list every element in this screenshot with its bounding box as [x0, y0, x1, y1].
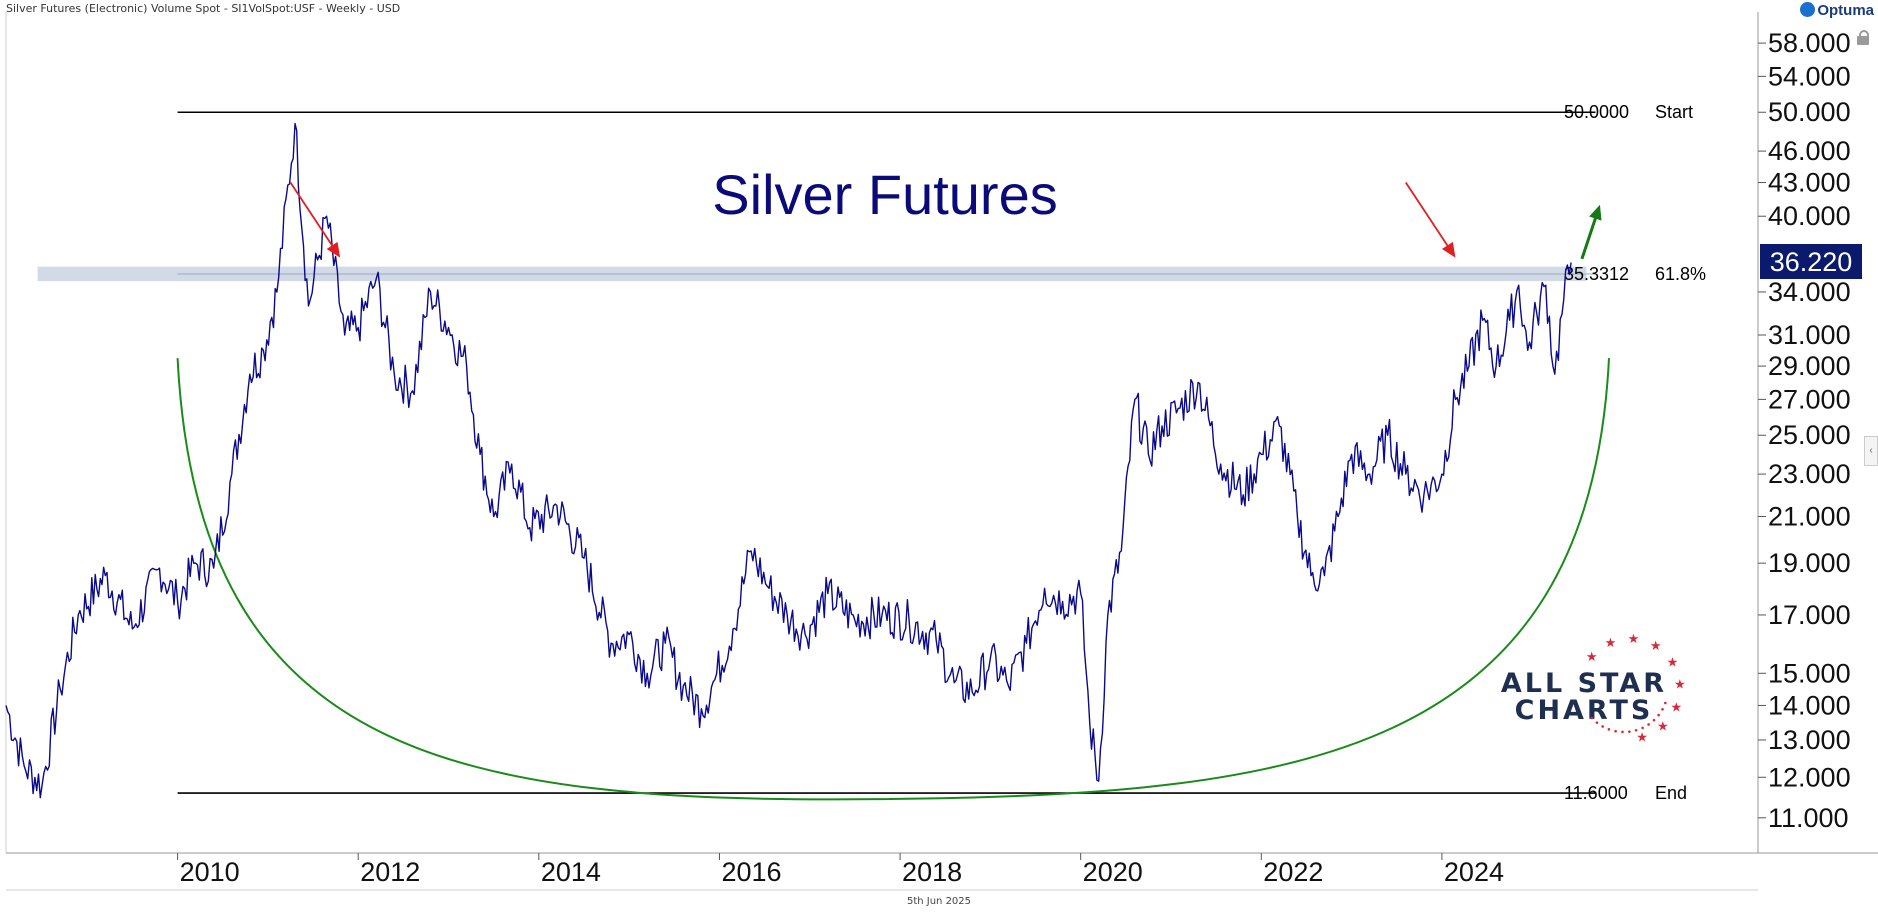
y-tick-label: 40.000 — [1768, 201, 1851, 231]
cup-arc — [176, 358, 1610, 801]
x-tick-label: 2014 — [541, 857, 601, 887]
y-tick-label: 13.000 — [1768, 725, 1851, 755]
logo-dot — [1661, 708, 1664, 711]
y-tick-label: 11.000 — [1768, 803, 1849, 833]
logo-dot — [1664, 701, 1667, 705]
y-tick-label: 50.000 — [1768, 97, 1851, 127]
optuma-logo-text: Optuma — [1817, 2, 1874, 19]
last-value-label-text: 36.220 — [1770, 247, 1853, 277]
chart-title: Silver Futures — [712, 163, 1057, 226]
logo-star-icon: ★ — [1636, 731, 1648, 746]
logo-star-icon: ★ — [1657, 720, 1669, 735]
level-value-label: 11.6000 — [1564, 783, 1628, 803]
y-tick-label: 12.000 — [1768, 762, 1851, 792]
y-tick-label: 34.000 — [1768, 277, 1851, 307]
price-series-line — [5, 122, 1572, 799]
logo-star-icon: ★ — [1650, 639, 1662, 654]
logo-star-icon: ★ — [1628, 632, 1640, 647]
last-value-label: 36.220 — [1760, 244, 1862, 279]
y-tick-label: 15.000 — [1768, 658, 1851, 688]
arrow-red-shaft — [289, 182, 337, 252]
arrow-green-head — [1589, 204, 1602, 221]
level-tag-label: Start — [1655, 102, 1693, 122]
logo-star-icon: ★ — [1586, 650, 1598, 665]
optuma-logo-icon — [1800, 2, 1816, 17]
y-tick-label: 31.000 — [1768, 320, 1851, 350]
last-value-label-bg — [1760, 244, 1862, 279]
logo-dot — [1641, 726, 1644, 730]
logo-star-icon: ★ — [1667, 656, 1679, 671]
logo-dot — [1607, 728, 1611, 731]
logo-dot — [1601, 725, 1604, 728]
x-tick-label: 2012 — [360, 857, 420, 887]
y-tick-label: 21.000 — [1768, 501, 1851, 531]
lock-icon[interactable] — [1856, 30, 1870, 45]
chart-date-footer: 5th Jun 2025 — [906, 896, 972, 907]
logo-dot — [1614, 729, 1617, 733]
level-tag-label: 61.8% — [1655, 264, 1706, 284]
y-tick-label: 17.000 — [1768, 600, 1851, 630]
y-tick-label: 43.000 — [1768, 168, 1851, 198]
x-tick-label: 2018 — [902, 857, 962, 887]
level-value-label: 50.0000 — [1564, 102, 1629, 122]
y-tick-label: 19.000 — [1768, 548, 1851, 578]
x-tick-label: 2024 — [1444, 857, 1504, 887]
chart-header-title: Silver Futures (Electronic) Volume Spot … — [6, 2, 401, 15]
allstar-logo-stars: ★★ ★ ★★★★★★ — [1586, 632, 1686, 745]
arrow-red-head — [1441, 241, 1456, 258]
logo-dot — [1647, 723, 1650, 726]
logo-dot — [1590, 716, 1594, 720]
x-tick-label: 2010 — [180, 857, 240, 887]
logo-star-icon: ★ — [1671, 701, 1683, 716]
x-tick-label: 2016 — [721, 857, 781, 887]
logo-dot — [1628, 730, 1631, 733]
y-tick-label: 29.000 — [1768, 351, 1851, 381]
logo-dot — [1634, 728, 1638, 732]
logo-dot — [1652, 718, 1656, 722]
level-value-label: 35.3312 — [1564, 264, 1629, 284]
arrow-green-shaft — [1580, 211, 1599, 260]
logo-dot — [1621, 730, 1624, 734]
arrow-red-head — [326, 241, 341, 258]
arrow-red-shaft — [1405, 182, 1452, 252]
y-tick-label: 46.000 — [1768, 136, 1851, 166]
y-tick-label: 54.000 — [1768, 61, 1851, 91]
y-tick-label: 27.000 — [1768, 384, 1851, 414]
y-tick-label: 14.000 — [1768, 690, 1851, 720]
y-tick-label: 23.000 — [1768, 459, 1851, 489]
logo-dot — [1595, 721, 1599, 724]
logo-star-icon: ★ — [1674, 678, 1686, 693]
y-tick-label: 58.000 — [1768, 28, 1851, 58]
optuma-logo: Optuma — [1800, 2, 1874, 19]
allstar-logo-line2: CHARTS — [1515, 695, 1654, 726]
y-tick-label: 25.000 — [1768, 420, 1851, 450]
x-tick-label: 2020 — [1083, 857, 1143, 887]
logo-star-icon: ★ — [1605, 636, 1617, 651]
level-tag-label: End — [1655, 783, 1687, 803]
allstar-logo-line1: ALL STAR — [1501, 668, 1667, 699]
logo-dot — [1657, 713, 1660, 717]
allstar-logo: ALL STAR CHARTS ★★ ★ ★★★★★★ — [1501, 632, 1686, 745]
x-tick-label: 2022 — [1263, 857, 1323, 887]
